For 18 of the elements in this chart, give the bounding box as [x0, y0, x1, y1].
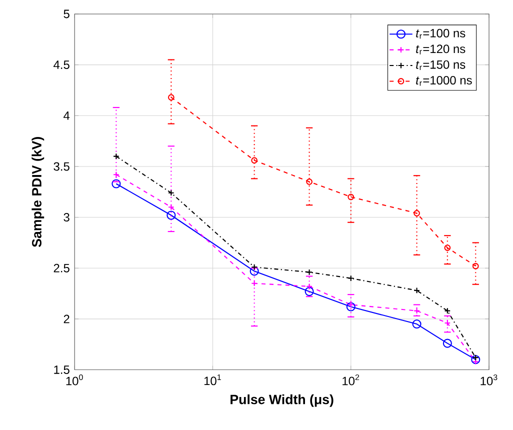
- y-axis-title: Sample PDIV (kV): [32, 137, 44, 248]
- x-tick-label: 10$^{1}$: [204, 374, 221, 386]
- x-tick-label: 10$^{2}$: [342, 374, 360, 386]
- x-axis-title: Pulse Width (μs): [230, 394, 334, 407]
- legend-label: t$_{r}$=100 ns: [416, 29, 466, 39]
- y-tick-label: 2: [64, 314, 70, 324]
- y-tick-label: 4.5: [54, 60, 70, 70]
- x-tick-label: 10$^{0}$: [66, 374, 83, 386]
- legend-label: t$_{r}$=150 ns: [416, 60, 466, 70]
- y-tick-label: 3: [64, 213, 70, 222]
- y-tick-label: 4: [64, 112, 70, 120]
- y-tick-label: 5: [64, 10, 70, 18]
- legend-label: t$_{r}$=120 ns: [416, 44, 466, 54]
- x-tick-label: 10$^{3}$: [480, 374, 498, 386]
- y-tick-label: 2.5: [54, 264, 70, 273]
- y-tick-label: 1.5: [54, 366, 70, 374]
- y-tick-label: 3.5: [54, 162, 70, 171]
- legend-label: t$_{r}$=1000 ns: [416, 76, 472, 86]
